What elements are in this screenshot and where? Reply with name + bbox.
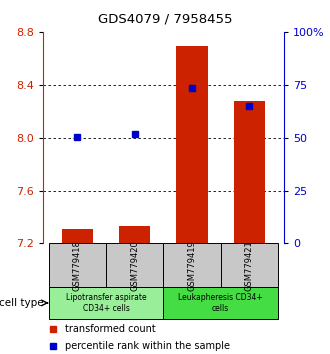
Bar: [49, 287, 163, 319]
Bar: [163, 244, 221, 287]
Bar: [234, 101, 265, 244]
Bar: [221, 244, 278, 287]
Bar: [163, 287, 278, 319]
Text: percentile rank within the sample: percentile rank within the sample: [65, 341, 230, 351]
Text: Leukapheresis CD34+
cells: Leukapheresis CD34+ cells: [178, 293, 263, 313]
Text: GSM779421: GSM779421: [245, 240, 254, 291]
Text: GSM779419: GSM779419: [187, 240, 197, 291]
Bar: [119, 226, 150, 244]
Bar: [61, 229, 93, 244]
Text: transformed count: transformed count: [65, 324, 155, 333]
Text: Lipotransfer aspirate
CD34+ cells: Lipotransfer aspirate CD34+ cells: [66, 293, 146, 313]
Text: GDS4079 / 7958455: GDS4079 / 7958455: [98, 12, 232, 25]
Text: cell type: cell type: [0, 298, 44, 308]
Text: GSM779420: GSM779420: [130, 240, 139, 291]
Text: GSM779418: GSM779418: [73, 240, 82, 291]
Bar: [49, 244, 106, 287]
Bar: [106, 244, 163, 287]
Bar: [176, 46, 208, 244]
